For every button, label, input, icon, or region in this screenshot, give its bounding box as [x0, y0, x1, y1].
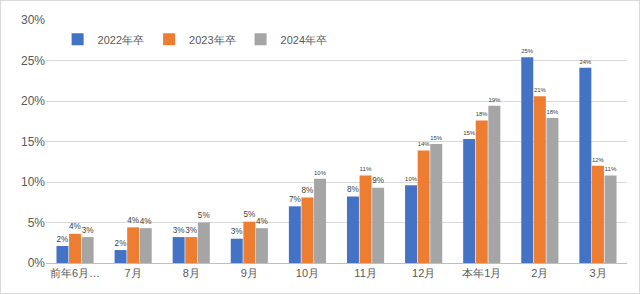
svg-text:2%: 2%	[115, 239, 127, 248]
svg-text:3%: 3%	[173, 226, 185, 235]
svg-text:21%: 21%	[534, 87, 547, 93]
svg-text:10月: 10月	[296, 267, 319, 279]
svg-text:8月: 8月	[183, 267, 200, 279]
svg-text:2%: 2%	[56, 235, 68, 244]
svg-text:2023年卒: 2023年卒	[189, 34, 235, 46]
svg-text:15%: 15%	[21, 135, 45, 149]
svg-text:9月: 9月	[241, 267, 258, 279]
svg-text:12%: 12%	[592, 157, 605, 163]
svg-text:3%: 3%	[231, 227, 243, 236]
svg-text:18%: 18%	[476, 111, 489, 117]
svg-text:25%: 25%	[21, 54, 45, 68]
svg-text:5%: 5%	[198, 211, 210, 220]
svg-text:18%: 18%	[546, 109, 559, 115]
svg-text:10%: 10%	[21, 175, 45, 189]
svg-text:3月: 3月	[589, 267, 606, 279]
svg-text:7月: 7月	[125, 267, 142, 279]
svg-text:5%: 5%	[243, 210, 255, 219]
svg-text:15%: 15%	[430, 135, 443, 141]
svg-text:0%: 0%	[28, 256, 46, 270]
svg-text:2月: 2月	[531, 267, 548, 279]
svg-text:4%: 4%	[256, 217, 268, 226]
svg-text:11月: 11月	[354, 267, 376, 279]
svg-text:3%: 3%	[185, 226, 197, 235]
svg-text:10%: 10%	[314, 170, 327, 176]
svg-text:7%: 7%	[289, 195, 301, 204]
svg-text:15%: 15%	[463, 130, 476, 136]
svg-text:20%: 20%	[21, 94, 45, 108]
svg-text:11%: 11%	[360, 165, 372, 172]
svg-text:24%: 24%	[579, 59, 592, 65]
svg-text:25%: 25%	[521, 48, 534, 54]
svg-text:9%: 9%	[372, 176, 384, 185]
svg-text:2024年卒: 2024年卒	[281, 34, 327, 46]
svg-text:12月: 12月	[412, 267, 435, 279]
svg-text:8%: 8%	[301, 186, 313, 195]
svg-text:19%: 19%	[488, 97, 501, 103]
svg-text:8%: 8%	[347, 185, 359, 194]
svg-text:4%: 4%	[127, 216, 139, 225]
svg-text:30%: 30%	[21, 13, 45, 27]
svg-text:10%: 10%	[405, 176, 418, 182]
svg-text:4%: 4%	[140, 217, 152, 226]
svg-text:前年6月…: 前年6月…	[50, 267, 100, 279]
svg-text:5%: 5%	[28, 216, 46, 230]
svg-text:本年1月: 本年1月	[462, 267, 501, 279]
svg-text:3%: 3%	[82, 226, 94, 235]
svg-text:14%: 14%	[418, 141, 431, 147]
svg-text:2022年卒: 2022年卒	[98, 34, 144, 46]
svg-text:11%: 11%	[605, 165, 617, 172]
svg-text:4%: 4%	[69, 222, 81, 231]
